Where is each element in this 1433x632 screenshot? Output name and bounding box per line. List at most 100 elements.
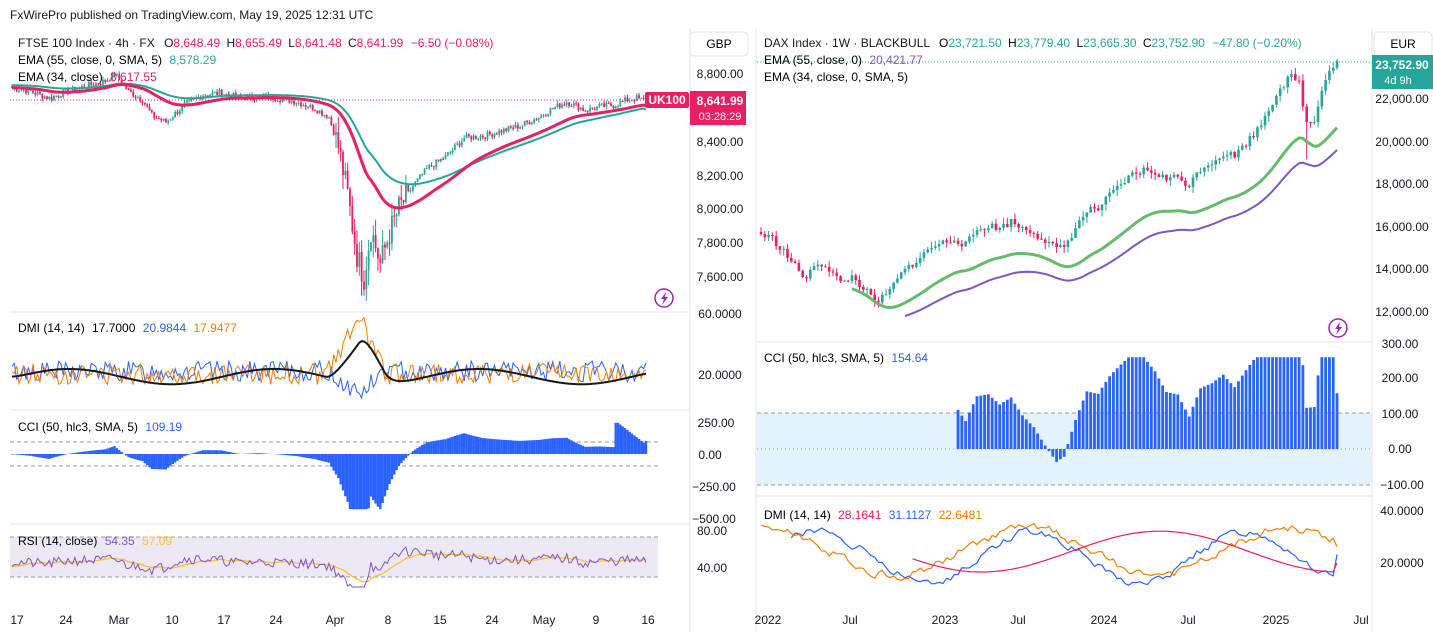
left-cci-bar [62,454,65,456]
left-cci-bar [428,441,431,454]
left-candle-body [435,159,438,168]
right-cci-bar [1127,357,1130,449]
left-candle-body [512,127,515,129]
left-candle-body [423,168,426,175]
right-candle-body [937,244,941,247]
right-candle-body [843,280,846,282]
right-cci-bar [1093,393,1096,449]
left-currency-button[interactable]: GBP [689,31,749,57]
left-candle-body [598,104,601,107]
left-cci-bar [605,446,608,454]
left-candle-body [465,134,468,139]
left-candle-body [34,92,37,95]
right-cci-bar [968,412,971,449]
left-candle-body [290,100,293,103]
left-candle-body [507,126,510,131]
right-cci-bar [1055,449,1058,462]
right-cci-bar [1312,406,1316,449]
left-cci-bar [586,446,589,454]
right-dmi-legend: DMI (14, 14) 28.1641 31.1127 22.6481 [764,508,982,522]
left-candle-body [171,117,174,120]
left-cci-bar [197,451,200,454]
right-price-axis[interactable]: 22,000.00 20,000.00 18,000.00 16,000.00 … [1375,92,1429,570]
left-cci-bar [334,454,338,475]
right-candle-body [1267,111,1271,116]
right-candle-body [1153,172,1157,175]
left-cci-label: CCI (50, hlc3, SMA, 5) [18,420,138,434]
left-candle-body [570,105,573,107]
left-candle-body [115,74,118,76]
left-candle-body [253,98,256,101]
right-cci-bar [956,409,960,449]
right-time-tick: 2023 [932,613,959,627]
right-candle-body [862,286,865,290]
left-c-value: 8,641.99 [357,36,404,50]
right-price-tick: 18,000.00 [1375,177,1429,191]
right-candle-body [1017,224,1020,228]
left-candle-body [153,112,156,118]
right-candle-body [994,223,998,230]
left-cci-bar [213,450,216,454]
right-candle-body [771,234,774,237]
left-cci-bar [432,441,436,454]
left-candle-body [391,215,393,244]
left-candle-body [132,91,135,97]
right-candle-body [1013,218,1017,225]
left-candle-body [293,100,295,105]
left-time-tick: 15 [433,613,447,627]
right-cci-bar [1328,357,1331,449]
left-cci-bar [346,454,349,502]
left-ema34-label: EMA (34, close) [18,70,103,84]
left-candle-body [216,91,219,96]
left-cci-bar [104,449,107,454]
left-candle-body [167,120,170,123]
left-candle-body [36,91,39,95]
left-candle-body [593,108,596,110]
right-candle-body [827,266,831,272]
left-price-tag: UK100 8,641.99 03:28:29 [645,91,746,125]
right-time-tick: 2024 [1091,613,1118,627]
right-candle-body [1335,60,1339,68]
left-price-axis[interactable]: 8,800.00 8,400.00 8,200.00 8,000.00 7,80… [692,67,744,575]
right-candle-body [1172,174,1176,178]
left-cci-bar [493,439,496,454]
left-candle-body [102,79,104,85]
right-candle-body [839,276,842,282]
left-cci-bar [360,454,363,510]
left-cci-bar [90,450,93,454]
left-candle-body [181,105,184,111]
right-candle-body [1248,136,1252,147]
left-time-axis[interactable]: 17 24 Mar 10 17 24 Apr 8 15 24 May 9 16 [10,613,655,627]
left-cci-bar [48,454,51,459]
right-candle-body [1191,177,1195,187]
right-dmi-plus-value: 31.1127 [889,508,932,522]
left-cci-bar [304,454,307,458]
left-candle-body [472,135,475,140]
left-lightning-icon[interactable] [654,288,674,308]
right-candle-body [790,257,793,262]
left-candle-body [596,106,598,110]
right-candle-body [1024,226,1028,231]
left-cci-bar [260,453,263,454]
right-candle-body [793,261,797,263]
left-cci-bar [411,451,415,454]
left-cci-bar [73,452,77,454]
right-currency-button[interactable]: EUR [1373,31,1433,57]
left-cci-bar [204,450,207,454]
left-cci-bar [201,450,205,454]
left-cci-bar [111,446,114,454]
right-candle-body [1089,206,1092,213]
right-cci-bar [1168,392,1172,449]
right-lightning-icon[interactable] [1328,318,1348,338]
right-cci-bar [1202,386,1206,449]
left-cci-bar [628,431,631,454]
left-cci-bar [444,439,447,454]
left-cci-bar [83,451,86,454]
left-candle-body [220,90,223,97]
right-candle-body [1006,223,1009,228]
right-candle-body [805,277,808,279]
left-time-tick: 16 [641,613,655,627]
right-candle-body [1032,232,1036,234]
right-time-axis[interactable]: 2022 Jul 2023 Jul 2024 Jul 2025 Jul [755,613,1369,627]
